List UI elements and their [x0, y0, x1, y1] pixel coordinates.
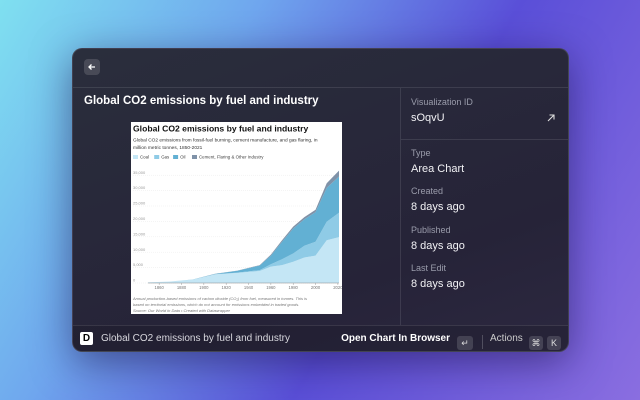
- divider: [73, 87, 568, 88]
- x-tick-label: 1860: [155, 285, 165, 290]
- detail-value: 8 days ago: [411, 240, 465, 252]
- divider: [400, 88, 401, 325]
- x-tick-label: 2000: [311, 285, 321, 290]
- detail-value: Area Chart: [411, 163, 465, 175]
- area: [148, 176, 339, 283]
- chart-note: based on territorial emissions, which do…: [133, 302, 299, 307]
- y-tick-label: 30,000: [133, 185, 146, 190]
- x-tick-label: 1940: [244, 285, 254, 290]
- detail-label: Published: [411, 225, 451, 235]
- key-hint: K: [547, 336, 561, 350]
- detail-value: sOqvU: [411, 112, 445, 124]
- y-tick-label: 20,000: [133, 216, 146, 221]
- legend-swatch: [133, 155, 138, 159]
- back-button[interactable]: [84, 59, 100, 75]
- window: Global CO2 emissions by fuel and industr…: [72, 48, 569, 352]
- chart-subtitle: million metric tonnes, 1850-2021: [133, 145, 203, 151]
- detail-label: Visualization ID: [411, 97, 473, 107]
- legend-label: Cement, Flaring & Other Industry: [199, 155, 264, 160]
- footer-title: Global CO2 emissions by fuel and industr…: [101, 333, 290, 344]
- back-icon: [88, 64, 95, 70]
- legend-swatch: [192, 155, 197, 159]
- y-tick-label: 15,000: [133, 231, 146, 236]
- chart-title: Global CO2 emissions by fuel and industr…: [133, 123, 308, 133]
- separator: [482, 335, 483, 349]
- detail-label: Last Edit: [411, 263, 447, 273]
- y-tick-label: 35,000: [133, 170, 146, 175]
- y-tick-label: 25,000: [133, 201, 146, 206]
- x-tick-label: 1980: [289, 285, 299, 290]
- x-tick-label: 1880: [177, 285, 187, 290]
- chart: Global CO2 emissions by fuel and industr…: [132, 123, 343, 313]
- chart-note: Annual production-based emissions of car…: [132, 296, 307, 301]
- divider: [401, 139, 568, 140]
- x-tick-label: 1960: [266, 285, 276, 290]
- key-hint: ⌘: [529, 336, 543, 350]
- chart-note: Source: Our World in Data • Created with…: [133, 308, 231, 313]
- detail-value: 8 days ago: [411, 278, 465, 290]
- logo: D: [80, 332, 93, 345]
- footer: D Global CO2 emissions by fuel and indus…: [73, 325, 568, 351]
- x-tick-label: 1920: [222, 285, 232, 290]
- y-tick-label: 5,000: [133, 262, 144, 267]
- detail-value: 8 days ago: [411, 201, 465, 213]
- legend-swatch: [154, 155, 160, 159]
- y-tick-label: 10,000: [133, 247, 146, 252]
- chart-subtitle: Global CO2 emissions from fossil-fuel bu…: [133, 137, 318, 143]
- x-tick-label: 1900: [199, 285, 209, 290]
- detail-label: Created: [411, 186, 444, 196]
- page-title: Global CO2 emissions by fuel and industr…: [84, 95, 319, 107]
- legend-label: Coal: [140, 155, 149, 160]
- actions-button[interactable]: Actions: [490, 333, 523, 344]
- primary-action[interactable]: Open Chart In Browser: [341, 333, 450, 344]
- legend-swatch: [173, 155, 179, 159]
- legend-label: Oil: [180, 155, 185, 160]
- detail-label: Type: [411, 148, 431, 158]
- open-icon[interactable]: [545, 112, 557, 124]
- area: [148, 237, 339, 283]
- x-tick-label: 2020: [333, 285, 342, 290]
- key-hint: ↵: [457, 336, 473, 350]
- chart-preview: Global CO2 emissions by fuel and industr…: [131, 122, 343, 314]
- y-tick-label: 0: [133, 278, 136, 283]
- legend-label: Gas: [161, 155, 170, 160]
